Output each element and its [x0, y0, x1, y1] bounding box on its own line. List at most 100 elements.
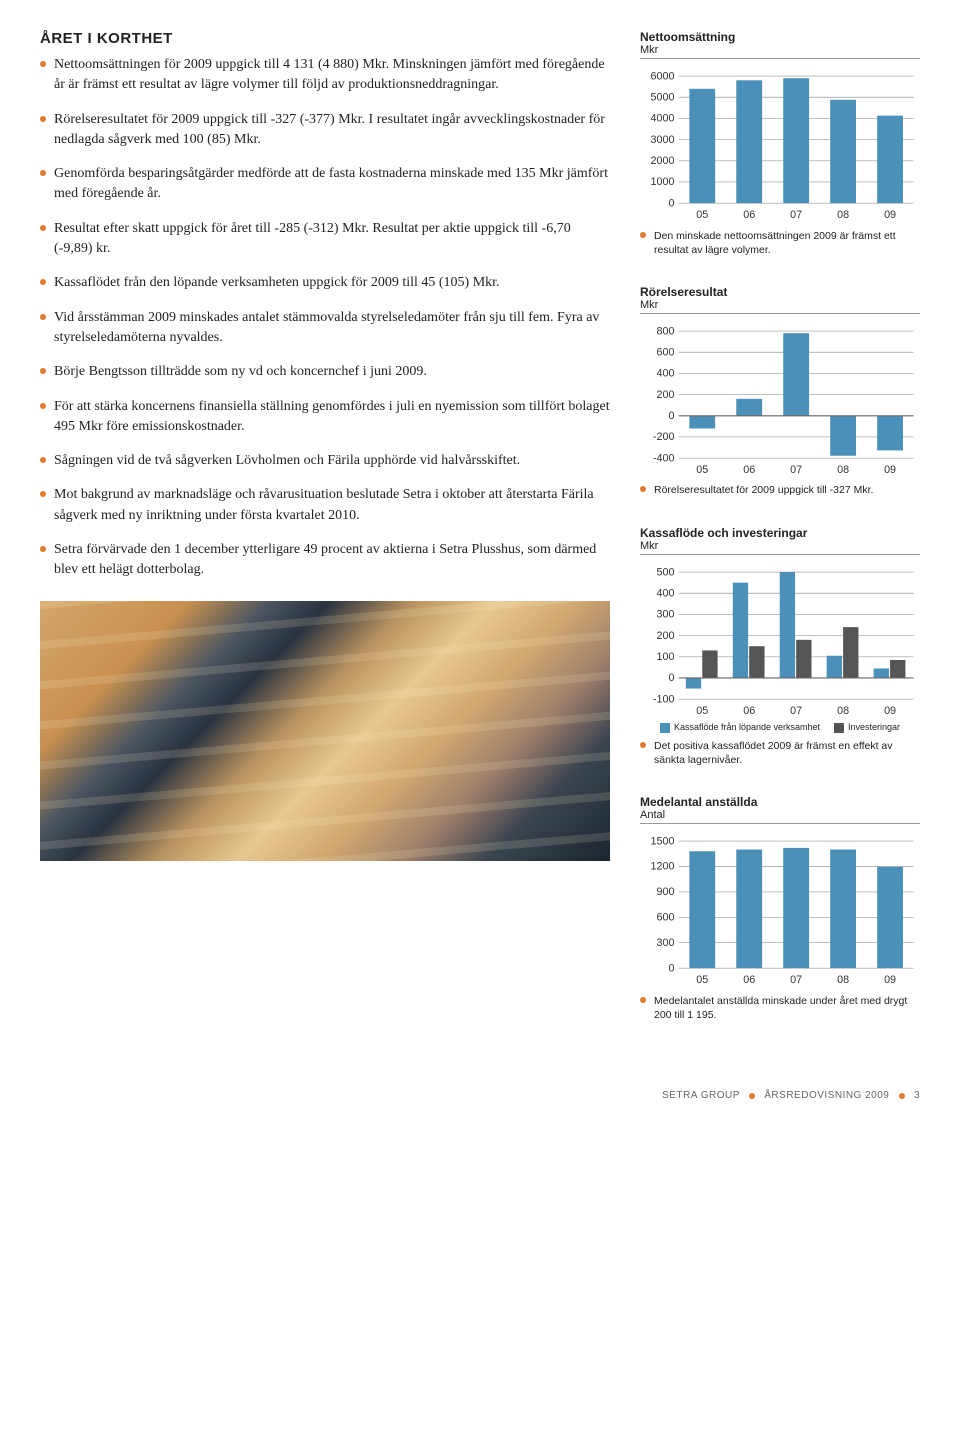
- bullet-icon: [640, 742, 646, 748]
- bullet-icon: [40, 403, 46, 409]
- chart-title: Rörelseresultat: [640, 285, 920, 299]
- bullet-item: Genomförda besparingsåtgärder medförde a…: [40, 164, 610, 205]
- svg-text:2000: 2000: [651, 155, 675, 167]
- svg-text:800: 800: [657, 325, 675, 337]
- bullet-icon: [40, 491, 46, 497]
- bullet-icon: [640, 232, 646, 238]
- svg-text:08: 08: [837, 975, 849, 987]
- svg-text:1200: 1200: [651, 861, 675, 873]
- bullet-list: Nettoomsättningen för 2009 uppgick till …: [40, 55, 610, 581]
- bullet-text: Resultat efter skatt uppgick för året ti…: [54, 219, 610, 260]
- bullet-icon: [640, 486, 646, 492]
- legend-item: Kassaflöde från löpande verksamhet: [660, 722, 820, 733]
- bullet-text: Börje Bengtsson tillträdde som ny vd och…: [54, 362, 610, 382]
- svg-text:08: 08: [837, 209, 849, 221]
- charts-column: Nettoomsättning Mkr 01000200030004000500…: [640, 30, 920, 1050]
- svg-text:1000: 1000: [651, 176, 675, 188]
- svg-text:100: 100: [657, 651, 675, 663]
- svg-text:09: 09: [884, 464, 896, 476]
- bullet-text: Setra förvärvade den 1 december ytterlig…: [54, 540, 610, 581]
- chart-svg: 01000200030004000500060000506070809: [640, 61, 920, 223]
- chart-title: Nettoomsättning: [640, 30, 920, 44]
- chart-title: Kassaflöde och investeringar: [640, 526, 920, 540]
- svg-text:-200: -200: [653, 431, 675, 443]
- footer-brand: SETRA GROUP: [662, 1090, 740, 1101]
- svg-text:1500: 1500: [651, 836, 675, 848]
- svg-text:08: 08: [837, 705, 849, 717]
- svg-text:05: 05: [696, 464, 708, 476]
- bullet-icon: [640, 997, 646, 1003]
- bullet-item: Nettoomsättningen för 2009 uppgick till …: [40, 55, 610, 96]
- svg-text:07: 07: [790, 975, 802, 987]
- page-footer: SETRA GROUP ÅRSREDOVISNING 2009 3: [40, 1090, 920, 1101]
- chart-subtitle: Mkr: [640, 299, 920, 314]
- bullet-icon: [40, 116, 46, 122]
- svg-text:08: 08: [837, 464, 849, 476]
- svg-text:3000: 3000: [651, 134, 675, 146]
- main-text-column: ÅRET I KORTHET Nettoomsättningen för 200…: [40, 30, 610, 1050]
- svg-text:05: 05: [696, 975, 708, 987]
- bullet-item: Resultat efter skatt uppgick för året ti…: [40, 219, 610, 260]
- svg-text:06: 06: [743, 975, 755, 987]
- svg-text:4000: 4000: [651, 113, 675, 125]
- svg-text:600: 600: [657, 346, 675, 358]
- chart-title: Medelantal anställda: [640, 795, 920, 809]
- bullet-item: Sågningen vid de två sågverken Lövholmen…: [40, 451, 610, 471]
- chart-rorelseresultat: Rörelseresultat Mkr -400-200020040060080…: [640, 285, 920, 498]
- bullet-icon: [40, 279, 46, 285]
- footer-dot-icon: [749, 1093, 755, 1099]
- svg-text:-400: -400: [653, 452, 675, 464]
- svg-text:05: 05: [696, 209, 708, 221]
- bullet-icon: [40, 225, 46, 231]
- bullet-text: Kassaflödet från den löpande verksamhete…: [54, 273, 610, 293]
- bullet-item: För att stärka koncernens finansiella st…: [40, 397, 610, 438]
- bullet-icon: [40, 314, 46, 320]
- bullet-item: Mot bakgrund av marknadsläge och råvarus…: [40, 485, 610, 526]
- bullet-icon: [40, 170, 46, 176]
- footer-doc: ÅRSREDOVISNING 2009: [764, 1090, 889, 1101]
- bullet-icon: [40, 546, 46, 552]
- legend-label: Investeringar: [848, 722, 900, 732]
- bullet-text: Rörelseresultatet för 2009 uppgick till …: [54, 110, 610, 151]
- footer-page: 3: [914, 1090, 920, 1101]
- bullet-text: För att stärka koncernens finansiella st…: [54, 397, 610, 438]
- svg-text:05: 05: [696, 705, 708, 717]
- svg-text:500: 500: [657, 566, 675, 578]
- svg-text:09: 09: [884, 975, 896, 987]
- legend-label: Kassaflöde från löpande verksamhet: [674, 722, 820, 732]
- svg-text:200: 200: [657, 389, 675, 401]
- bullet-icon: [40, 368, 46, 374]
- photo-placeholder: [40, 601, 610, 861]
- bullet-item: Setra förvärvade den 1 december ytterlig…: [40, 540, 610, 581]
- bullet-text: Vid årsstämman 2009 minskades antalet st…: [54, 308, 610, 349]
- bullet-item: Vid årsstämman 2009 minskades antalet st…: [40, 308, 610, 349]
- bullet-text: Mot bakgrund av marknadsläge och råvarus…: [54, 485, 610, 526]
- svg-text:06: 06: [743, 705, 755, 717]
- chart-legend: Kassaflöde från löpande verksamhet Invest…: [640, 722, 920, 733]
- svg-text:0: 0: [668, 197, 674, 209]
- chart-svg: -400-20002004006008000506070809: [640, 316, 920, 478]
- bullet-text: Genomförda besparingsåtgärder medförde a…: [54, 164, 610, 205]
- page-title: ÅRET I KORTHET: [40, 30, 610, 47]
- svg-text:09: 09: [884, 209, 896, 221]
- svg-text:600: 600: [657, 912, 675, 924]
- svg-text:300: 300: [657, 608, 675, 620]
- svg-text:-100: -100: [653, 693, 675, 705]
- svg-text:07: 07: [790, 209, 802, 221]
- footer-dot-icon: [899, 1093, 905, 1099]
- svg-text:09: 09: [884, 705, 896, 717]
- svg-text:900: 900: [657, 887, 675, 899]
- legend-swatch: [660, 723, 670, 733]
- svg-text:5000: 5000: [651, 91, 675, 103]
- svg-text:0: 0: [668, 963, 674, 975]
- svg-text:06: 06: [743, 209, 755, 221]
- bullet-item: Kassaflödet från den löpande verksamhete…: [40, 273, 610, 293]
- bullet-item: Börje Bengtsson tillträdde som ny vd och…: [40, 362, 610, 382]
- chart-medelantal: Medelantal anställda Antal 0300600900120…: [640, 795, 920, 1022]
- svg-text:200: 200: [657, 629, 675, 641]
- svg-text:07: 07: [790, 705, 802, 717]
- legend-swatch: [834, 723, 844, 733]
- chart-caption: Rörelseresultatet för 2009 uppgick till …: [640, 483, 920, 497]
- bullet-text: Nettoomsättningen för 2009 uppgick till …: [54, 55, 610, 96]
- chart-svg: -10001002003004005000506070809: [640, 557, 920, 719]
